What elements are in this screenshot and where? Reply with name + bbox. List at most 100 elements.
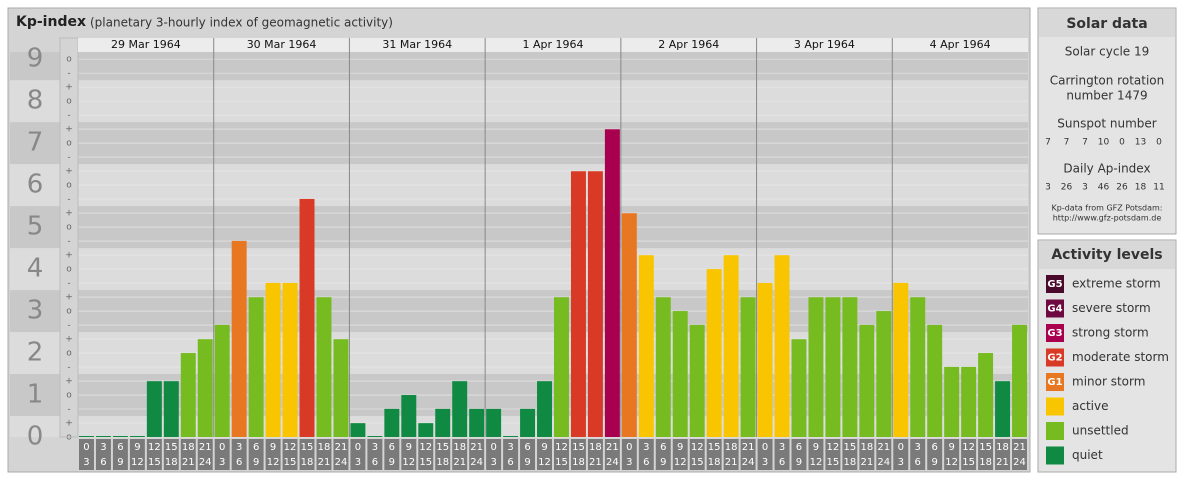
minor-label: o xyxy=(66,349,72,359)
day-header xyxy=(756,38,893,52)
hour-end: 12 xyxy=(131,457,144,468)
ap-value: 46 xyxy=(1098,183,1110,193)
hour-end: 15 xyxy=(555,457,568,468)
hour-start: 12 xyxy=(555,442,568,453)
hour-start: 15 xyxy=(572,442,585,453)
day-header xyxy=(485,38,621,52)
hour-end: 18 xyxy=(301,457,314,468)
hour-end: 9 xyxy=(389,457,395,468)
legend-code: G4 xyxy=(1047,304,1062,315)
solar-title-bg xyxy=(1039,9,1175,37)
bar xyxy=(604,129,620,438)
hour-end: 21 xyxy=(996,457,1009,468)
hour-box xyxy=(554,439,569,470)
hour-start: 6 xyxy=(253,442,259,453)
legend-title-bg xyxy=(1039,241,1175,269)
y-label-band xyxy=(10,416,60,437)
day-label: 29 Mar 1964 xyxy=(111,38,181,51)
hour-start: 21 xyxy=(470,442,483,453)
legend-title: Activity levels xyxy=(1051,247,1162,263)
day-header xyxy=(349,38,486,52)
hour-box xyxy=(876,439,892,470)
sunspot-label: Sunspot number xyxy=(1057,117,1156,131)
hour-box xyxy=(893,439,909,470)
legend-swatch xyxy=(1046,446,1064,465)
minor-label: + xyxy=(65,251,73,261)
legend-label: strong storm xyxy=(1072,326,1149,340)
hour-start: 6 xyxy=(660,442,666,453)
hour-start: 18 xyxy=(182,442,195,453)
hour-end: 9 xyxy=(524,457,530,468)
bar xyxy=(706,269,722,437)
hour-box xyxy=(214,439,230,470)
bar xyxy=(248,297,264,437)
bar xyxy=(808,297,824,437)
minor-label: - xyxy=(67,153,70,163)
bar xyxy=(333,339,349,437)
hour-end: 15 xyxy=(691,457,704,468)
hour-end: 3 xyxy=(762,457,768,468)
day-label: 3 Apr 1964 xyxy=(794,38,855,51)
hour-start: 9 xyxy=(948,442,954,453)
hour-start: 18 xyxy=(589,442,602,453)
bar xyxy=(842,297,858,437)
hour-end: 9 xyxy=(660,457,666,468)
hour-start: 21 xyxy=(199,442,212,453)
hour-start: 6 xyxy=(796,442,802,453)
y-label-band xyxy=(10,248,60,291)
minor-label: + xyxy=(65,209,73,219)
y-tick-label: 8 xyxy=(27,86,44,116)
bar xyxy=(282,282,298,437)
bar xyxy=(621,213,637,437)
y-tick-label: 0 xyxy=(27,422,44,452)
hour-box xyxy=(570,439,586,470)
hour-start: 3 xyxy=(643,442,649,453)
bar xyxy=(452,381,468,437)
legend-code: G5 xyxy=(1047,279,1062,290)
hour-end: 6 xyxy=(100,457,106,468)
day-header xyxy=(78,38,214,52)
hour-start: 6 xyxy=(932,442,938,453)
hour-box xyxy=(774,439,790,470)
bar xyxy=(1012,324,1027,437)
hour-start: 18 xyxy=(996,442,1009,453)
hour-start: 12 xyxy=(827,442,840,453)
hour-box xyxy=(452,439,468,470)
legend-code: G3 xyxy=(1047,328,1062,339)
ap-label: Daily Ap-index xyxy=(1063,162,1150,176)
chart-subtitle: (planetary 3-hourly index of geomagnetic… xyxy=(90,16,393,30)
minor-label: - xyxy=(67,405,70,415)
hour-box xyxy=(944,439,960,470)
y-tick-label: 3 xyxy=(27,296,44,326)
bar xyxy=(95,436,111,437)
minor-label: o xyxy=(66,307,72,317)
hour-start: 3 xyxy=(779,442,785,453)
hour-end: 12 xyxy=(810,457,823,468)
hour-end: 24 xyxy=(742,457,755,468)
hour-box xyxy=(282,439,298,470)
source: Kp-data from GFZ Potsdam: xyxy=(1052,204,1163,213)
hour-start: 15 xyxy=(708,442,721,453)
hour-end: 18 xyxy=(165,457,178,468)
day-label: 4 Apr 1964 xyxy=(930,38,991,51)
y-tick-label: 7 xyxy=(27,128,44,158)
hour-start: 6 xyxy=(117,442,123,453)
sunspot-value: 7 xyxy=(1045,138,1051,148)
hour-start: 21 xyxy=(877,442,890,453)
day-header xyxy=(213,38,350,52)
minor-label: + xyxy=(65,167,73,177)
bar xyxy=(401,395,417,437)
hour-start: 3 xyxy=(507,442,513,453)
ap-value: 26 xyxy=(1061,183,1073,193)
hour-start: 21 xyxy=(1013,442,1026,453)
hour-start: 9 xyxy=(813,442,819,453)
hour-end: 15 xyxy=(148,457,161,468)
source: http://www.gfz-potsdam.de xyxy=(1053,214,1162,223)
legend-code: G1 xyxy=(1047,377,1062,388)
hour-box xyxy=(163,439,179,470)
bar xyxy=(503,436,519,437)
hour-end: 3 xyxy=(490,457,496,468)
bar xyxy=(316,297,332,437)
hour-start: 0 xyxy=(626,442,632,453)
hour-start: 12 xyxy=(962,442,975,453)
